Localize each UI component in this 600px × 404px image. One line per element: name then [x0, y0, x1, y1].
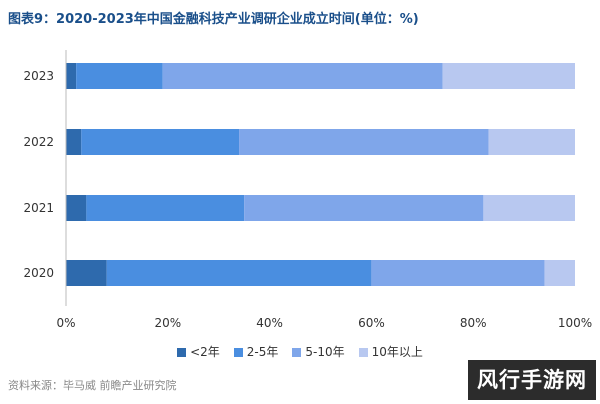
x-tick-label: 80%	[460, 316, 487, 330]
legend-label: <2年	[190, 345, 220, 359]
x-tick-label: 20%	[154, 316, 181, 330]
x-tick-label: 60%	[358, 316, 385, 330]
bar-segment	[371, 260, 545, 286]
bar-segment	[66, 63, 77, 89]
legend-swatch	[177, 348, 187, 357]
bar-segment	[544, 260, 575, 286]
corner-watermark: 风行手游网	[468, 360, 596, 400]
bar-segment	[66, 260, 107, 286]
x-tick-label: 0%	[56, 316, 75, 330]
legend-item: <2年	[177, 343, 220, 360]
bar-segment	[239, 129, 489, 155]
bar-segment	[488, 129, 575, 155]
y-tick-label: 2023	[23, 69, 54, 83]
legend-item: 10年以上	[358, 343, 423, 360]
legend-item: 2-5年	[233, 343, 279, 360]
bars-layer	[66, 63, 575, 286]
bar-segment	[483, 195, 575, 221]
legend-label: 2-5年	[246, 345, 279, 359]
bar-segment	[162, 63, 443, 89]
bar-segment	[66, 129, 82, 155]
source-note: 资料来源：毕马威 前瞻产业研究院	[8, 379, 177, 392]
bar-segment	[86, 195, 245, 221]
legend: <2年 2-5年 5-10年 10年以上	[0, 343, 600, 360]
legend-label: 5-10年	[305, 345, 345, 359]
bar-segment	[81, 129, 240, 155]
y-tick-label: 2021	[23, 201, 54, 215]
legend-label: 10年以上	[371, 345, 423, 359]
bar-segment	[442, 63, 575, 89]
bar-segment	[76, 63, 163, 89]
legend-swatch	[358, 348, 368, 357]
legend-swatch	[292, 348, 302, 357]
axis-layer: 2023 2022 2021 2020 0% 20% 40% 60% 80% 100%	[23, 50, 592, 330]
x-tick-label: 40%	[256, 316, 283, 330]
y-tick-label: 2022	[23, 135, 54, 149]
legend-item: 5-10年	[292, 343, 345, 360]
bar-segment	[244, 195, 484, 221]
x-tick-label: 100%	[558, 316, 592, 330]
chart-title: 图表9：2020-2023年中国金融科技产业调研企业成立时间(单位：%)	[8, 12, 419, 27]
legend-swatch	[233, 348, 243, 357]
bar-segment	[66, 195, 87, 221]
y-tick-label: 2020	[23, 266, 54, 280]
bar-segment	[106, 260, 372, 286]
